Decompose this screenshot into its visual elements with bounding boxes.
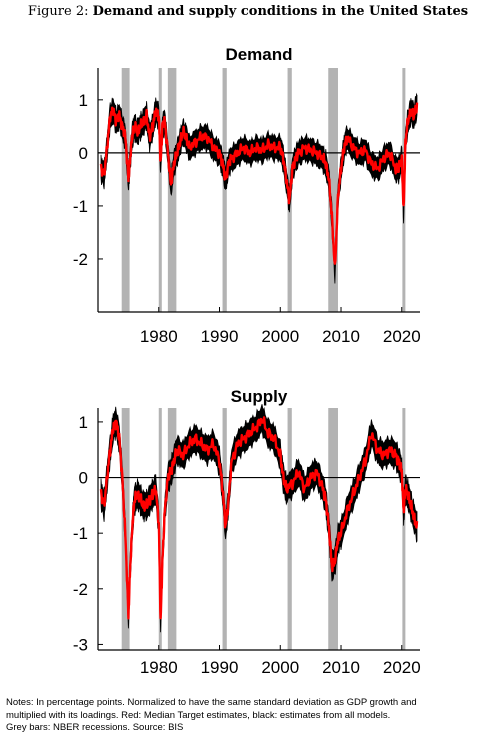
chart-title: Supply [231, 387, 288, 406]
y-tick-label: 0 [79, 469, 88, 488]
y-tick-label: -1 [73, 197, 88, 216]
figure-label: Figure 2: [27, 4, 89, 19]
recession-bar [287, 408, 292, 650]
y-tick-label: -1 [73, 524, 88, 543]
recession-bar [158, 408, 162, 650]
x-tick-label: 2000 [261, 658, 299, 677]
supply-chart: Supply -3 -2 -1 0 1 1980 1990 2000 2010 2020 [73, 387, 421, 677]
recession-bar [402, 408, 406, 650]
figure-heading: Demand and supply conditions in the Unit… [92, 4, 469, 19]
notes-line: multiplied with its loadings. Red: Media… [6, 709, 391, 721]
median-series-line [99, 102, 419, 265]
recession-bar [222, 68, 227, 312]
chart-title: Demand [225, 45, 292, 64]
x-tick-label: 2020 [383, 658, 421, 677]
y-tick-label: -2 [73, 580, 88, 599]
y-tick-label: 1 [79, 91, 88, 110]
x-tick-label: 1980 [140, 658, 178, 677]
figure-title: Figure 2: Demand and supply conditions i… [0, 4, 496, 19]
models-band [100, 404, 418, 633]
recession-bar [167, 408, 177, 650]
x-tick-label: 1990 [201, 658, 239, 677]
y-tick-label: 0 [79, 144, 88, 163]
x-tick-label: 2010 [322, 327, 360, 346]
notes-line: Notes: In percentage points. Normalized … [6, 697, 417, 708]
y-tick-label: -2 [73, 250, 88, 269]
y-tick-label: -3 [73, 635, 88, 654]
notes-line: Grey bars: NBER recessions. Source: BIS [6, 722, 184, 733]
models-band [100, 92, 418, 284]
x-tick-label: 1990 [201, 327, 239, 346]
recession-bar [121, 68, 130, 312]
figure-notes: Notes: In percentage points. Normalized … [6, 697, 492, 735]
x-tick-label: 2020 [383, 327, 421, 346]
recession-bar [328, 408, 338, 650]
x-tick-label: 2000 [261, 327, 299, 346]
median-series-line [99, 416, 419, 620]
recession-bar [328, 68, 338, 312]
y-tick-label: 1 [79, 413, 88, 432]
x-tick-label: 2010 [322, 658, 360, 677]
demand-chart: Demand -2 -1 0 1 1980 1990 2000 2010 2020 [73, 45, 421, 346]
recession-bar [158, 68, 162, 312]
x-tick-label: 1980 [140, 327, 178, 346]
